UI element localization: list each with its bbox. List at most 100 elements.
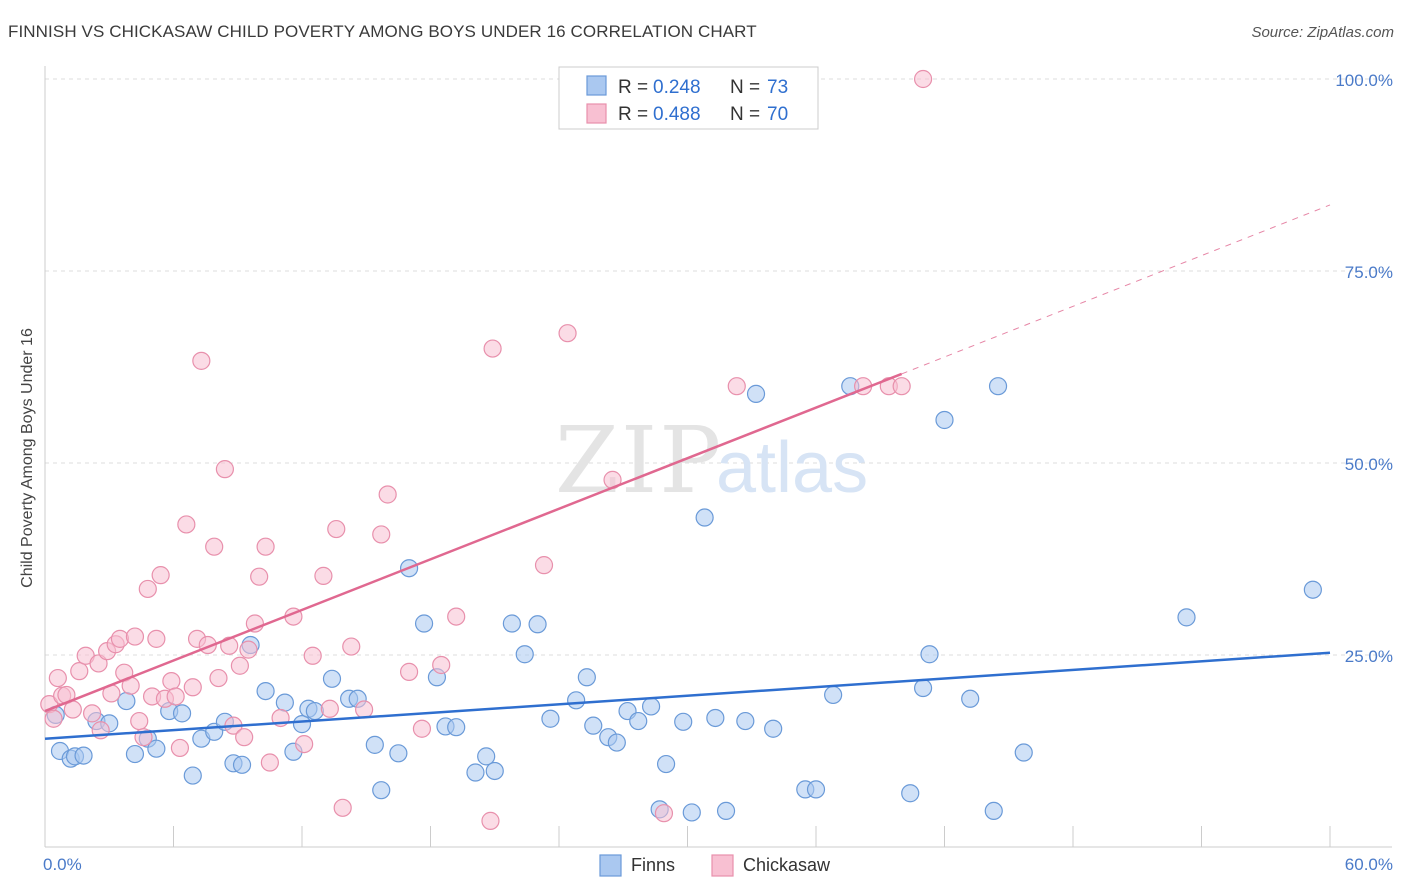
chickasaw-point-54 (355, 700, 374, 719)
finns-point-39 (485, 761, 504, 781)
trend-lines (44, 204, 1331, 740)
legend-r-chickasaw: 0.488 (653, 104, 701, 125)
finns-point-51 (641, 697, 661, 716)
finns-point-72 (988, 377, 1008, 396)
chickasaw-trend-line (44, 372, 903, 713)
chickasaw-point-34 (209, 668, 228, 688)
y-tick-label-0: 25.0% (1345, 647, 1393, 666)
legend-n-label-finns: N = (730, 77, 760, 98)
x-tick-label-1: 60.0% (1345, 855, 1393, 874)
finns-point-13 (183, 766, 202, 785)
chickasaw-point-6 (70, 662, 89, 681)
x-tick-label-0: 0.0% (43, 855, 82, 874)
finns-point-69 (935, 410, 954, 430)
legend-r-label-chickasaw: R = (618, 104, 648, 125)
finns-point-67 (913, 678, 933, 698)
bottom-legend-finns: Finns (631, 855, 675, 875)
tick-labels: 25.0% 50.0% 75.0% 100.0% 0.0% 60.0% (43, 71, 1393, 874)
finns-point-70 (961, 689, 980, 708)
finns-trend-line (44, 651, 1331, 740)
chickasaw-point-55 (372, 525, 391, 544)
legend-bottom: Finns Chickasaw (599, 854, 831, 877)
chickasaw-point-56 (378, 485, 397, 504)
legend-top: R = 0.248 N = 73 R = 0.488 N = 70 (558, 66, 819, 130)
finns-point-30 (372, 781, 391, 800)
chickasaw-point-29 (183, 678, 202, 697)
finns-point-4 (74, 746, 93, 765)
chickasaw-point-1 (44, 709, 63, 728)
chickasaw-point-38 (230, 656, 249, 675)
chickasaw-point-39 (235, 728, 254, 747)
chickasaw-point-59 (432, 655, 451, 675)
finns-point-42 (528, 615, 547, 634)
watermark-atlas: atlas (716, 428, 868, 508)
chickasaw-point-14 (110, 629, 130, 648)
finns-point-41 (515, 645, 534, 664)
finns-point-50 (629, 711, 648, 731)
chickasaw-point-23 (151, 566, 170, 585)
finns-point-40 (502, 614, 521, 633)
chickasaw-point-48 (303, 646, 322, 665)
legend-r-label-finns: R = (618, 77, 648, 98)
chickasaw-point-2 (48, 668, 67, 688)
finns-point-57 (706, 708, 725, 728)
finns-point-44 (567, 691, 586, 710)
finns-point-38 (477, 747, 496, 766)
finns-point-60 (746, 384, 766, 403)
finns-point-10 (147, 739, 166, 758)
finns-point-31 (389, 744, 408, 763)
chickasaw-point-66 (654, 804, 674, 823)
finns-point-46 (584, 716, 603, 735)
finns-point-73 (1014, 743, 1033, 762)
gridlines (45, 78, 1392, 656)
finns-point-20 (256, 681, 275, 701)
finns-point-36 (447, 718, 466, 737)
finns-point-21 (275, 693, 294, 712)
legend-n-finns: 73 (767, 77, 788, 98)
chickasaw-point-49 (314, 566, 333, 585)
watermark-zip: ZIP (555, 407, 723, 514)
chickasaw-point-61 (481, 811, 500, 830)
chickasaw-point-35 (215, 460, 234, 479)
chickasaw-point-71 (913, 69, 933, 89)
chickasaw-point-42 (250, 567, 269, 586)
finns-point-26 (322, 669, 342, 688)
y-tick-label-2: 75.0% (1345, 263, 1393, 282)
chickasaw-point-25 (162, 672, 181, 691)
chickasaw-point-60 (447, 607, 466, 626)
finns-point-48 (607, 733, 626, 752)
chickasaw-point-33 (205, 537, 224, 556)
chickasaw-point-18 (130, 711, 149, 731)
chickasaw-point-31 (192, 351, 211, 370)
chickasaw-point-70 (892, 377, 911, 396)
finns-point-59 (736, 711, 755, 731)
finns-point-45 (577, 668, 596, 687)
legend-n-label-chickasaw: N = (730, 104, 760, 125)
finns-point-25 (305, 701, 324, 721)
chickasaw-point-17 (125, 627, 145, 646)
finns-point-7 (117, 691, 136, 711)
chickasaw-point-64 (558, 324, 577, 343)
finns-point-58 (716, 801, 736, 821)
y-tick-label-3: 100.0% (1335, 71, 1393, 90)
chickasaw-point-47 (295, 734, 314, 754)
bottom-legend-swatch-finns (599, 854, 622, 877)
legend-n-chickasaw: 70 (767, 104, 788, 125)
chickasaw-trend-extension (901, 204, 1331, 375)
bottom-legend-swatch-chickasaw (711, 854, 734, 877)
chickasaw-point-63 (534, 556, 554, 575)
legend-r-finns: 0.248 (653, 77, 701, 98)
chickasaw-point-62 (483, 339, 502, 358)
legend-swatch-chickasaw (586, 103, 607, 124)
finns-point-55 (682, 803, 701, 822)
chickasaw-point-27 (170, 738, 190, 758)
chickasaw-point-8 (83, 704, 102, 723)
chickasaw-point-40 (239, 640, 258, 659)
chickasaw-point-28 (177, 515, 196, 534)
bottom-legend-chickasaw: Chickasaw (743, 855, 831, 875)
finns-point-61 (764, 719, 783, 738)
finns-point-37 (466, 763, 485, 782)
finns-point-68 (920, 645, 939, 664)
chickasaw-point-57 (399, 662, 419, 681)
